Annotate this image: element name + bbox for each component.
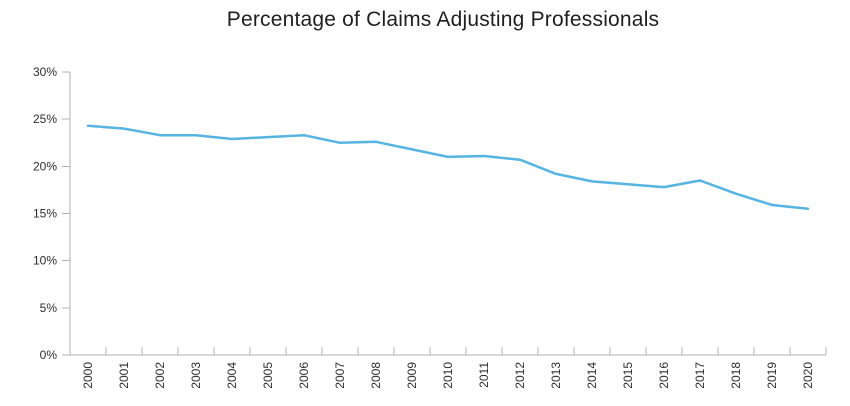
x-tick-label: 2010	[441, 362, 455, 389]
y-tick-label: 25%	[33, 112, 57, 126]
y-tick-label: 0%	[40, 348, 58, 362]
x-tick-label: 2005	[261, 362, 275, 389]
x-tick-label: 2019	[765, 362, 779, 389]
x-tick-label: 2009	[405, 362, 419, 389]
x-tick-label: 2011	[477, 362, 491, 388]
x-tick-label: 2020	[801, 362, 815, 389]
x-tick-label: 2014	[585, 362, 599, 389]
y-tick-label: 30%	[33, 65, 57, 79]
x-tick-label: 2012	[513, 362, 527, 389]
x-tick-label: 2016	[657, 362, 671, 389]
y-tick-label: 5%	[40, 301, 58, 315]
data-trend-line	[86, 124, 810, 211]
y-tick-label: 20%	[33, 159, 57, 173]
x-tick-label: 2013	[549, 362, 563, 389]
x-tick-label: 2001	[117, 362, 131, 389]
x-tick-label: 2015	[621, 362, 635, 389]
x-tick-label: 2004	[225, 362, 239, 389]
x-tick-label: 2017	[693, 362, 707, 389]
x-tick-label: 2008	[369, 362, 383, 389]
x-tick-label: 2018	[729, 362, 743, 389]
x-tick-label: 2003	[189, 362, 203, 389]
x-tick-label: 2002	[153, 362, 167, 389]
chart-title: Percentage of Claims Adjusting Professio…	[226, 8, 660, 31]
x-tick-label: 2000	[81, 362, 95, 389]
y-tick-label: 10%	[33, 254, 57, 268]
x-tick-label: 2006	[297, 362, 311, 389]
y-tick-label: 15%	[33, 207, 57, 221]
x-tick-label: 2007	[333, 362, 347, 389]
